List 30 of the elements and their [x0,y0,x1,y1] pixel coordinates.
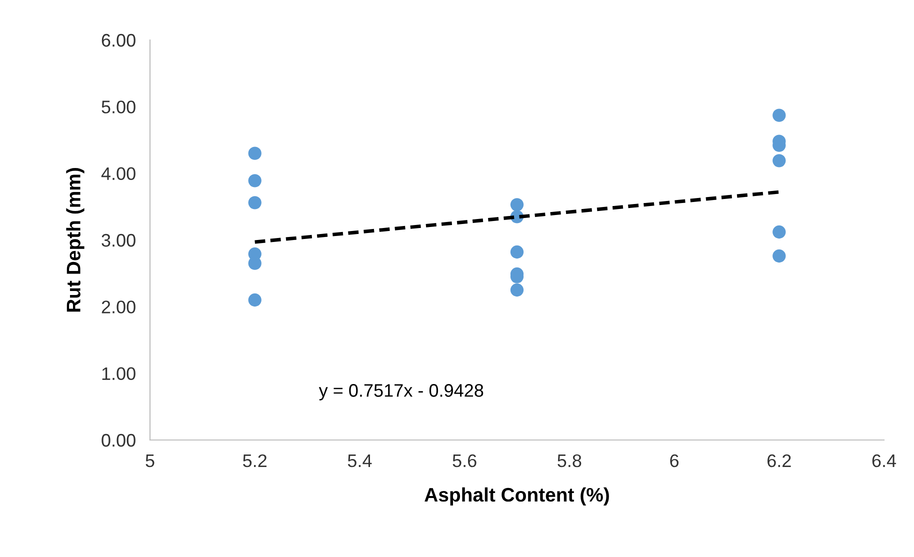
point [248,256,262,270]
y-tick-label: 0.00 [102,434,136,447]
point [772,249,786,263]
annotation: y = 0.7517x - 0.9428 [318,384,484,400]
x-tick-label: 6.4 [872,454,896,468]
y-tick-label: 3.00 [102,234,136,247]
x-tick-label: 5.8 [558,454,582,468]
y-tick-label: 2.00 [102,300,136,314]
y-tick-label: 6.00 [102,34,136,47]
point [248,196,262,210]
y-tick-label: 1.00 [102,367,136,380]
point [772,108,786,122]
y-tick-label: 4.00 [101,167,136,180]
point [248,293,262,307]
x-tick-label: 5 [146,454,154,468]
x-axis-title: Asphalt Content (%) [424,487,609,506]
point [248,146,262,160]
point [510,245,524,259]
x-tick-label: 6.2 [768,454,791,468]
point [510,283,524,297]
point [510,198,524,212]
y-tick-label: 5.00 [102,100,136,114]
x-tick-label: 5.4 [348,454,372,468]
point [248,174,262,188]
x-tick-label: 5.2 [243,454,266,468]
y-axis-title: Rut Depth (mm) [66,168,84,312]
x-tick-label: 5.6 [452,454,476,468]
point [772,225,786,239]
point [772,154,786,168]
x-tick-label: 6 [670,454,679,468]
